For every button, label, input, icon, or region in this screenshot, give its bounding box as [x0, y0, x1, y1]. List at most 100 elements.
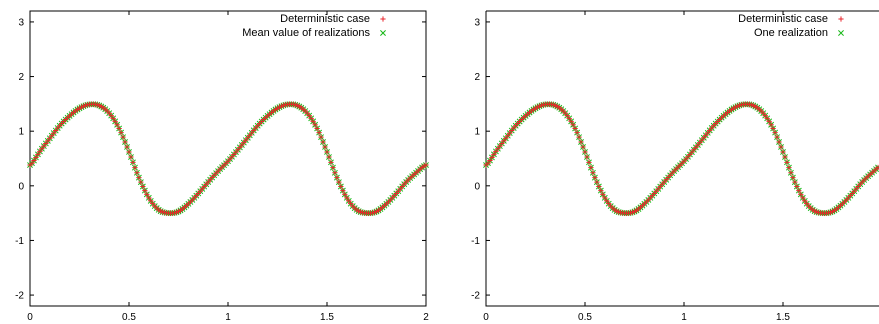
data-point — [130, 159, 136, 165]
data-point — [324, 149, 330, 155]
data-point — [576, 134, 582, 140]
data-point — [497, 143, 503, 149]
data-point — [594, 179, 600, 185]
data-point — [132, 165, 138, 171]
data-point — [140, 183, 146, 190]
data-point — [423, 162, 429, 168]
data-point — [495, 146, 501, 152]
data-point — [566, 115, 572, 121]
legend-marker-plus — [838, 16, 844, 22]
x-tick-label: 0.5 — [122, 312, 136, 323]
data-point — [596, 183, 602, 190]
data-point — [764, 115, 770, 121]
plot-frame-right — [485, 10, 879, 307]
y-tick-label: -1 — [471, 236, 480, 247]
data-point — [792, 179, 798, 185]
y-ticks-right: -2 -1 0 1 2 3 — [471, 17, 490, 302]
data-point — [790, 175, 796, 181]
legend-marker-mean-left — [380, 30, 386, 36]
data-point — [570, 122, 576, 128]
data-point — [499, 140, 505, 147]
data-point — [776, 139, 782, 145]
legend-marker-deterministic-right — [838, 16, 844, 22]
data-point — [487, 157, 493, 164]
data-point — [316, 129, 322, 136]
data-point — [784, 159, 790, 165]
data-point — [318, 134, 324, 140]
chart-left: -2 -1 0 1 2 3 0 0.5 1 1.5 2 Deterministic case Me… — [15, 10, 429, 323]
data-point — [586, 159, 592, 165]
data-point — [768, 122, 774, 128]
data-point — [770, 125, 776, 132]
data-point — [114, 122, 120, 128]
data-point — [332, 170, 338, 176]
data-point — [574, 129, 580, 136]
data-point — [330, 165, 336, 171]
data-point — [766, 118, 772, 124]
data-point — [875, 164, 879, 171]
data-point — [328, 159, 334, 165]
series-realization — [483, 101, 879, 217]
data-point — [322, 144, 328, 150]
data-point — [485, 160, 491, 166]
data-point — [340, 188, 346, 194]
y-tick-label: 2 — [18, 72, 24, 83]
plot-frame-left — [29, 10, 427, 307]
data-point — [505, 133, 511, 139]
data-point — [110, 115, 116, 121]
data-point — [37, 148, 43, 154]
data-point — [112, 118, 118, 124]
series-left — [27, 101, 429, 217]
data-point — [772, 129, 778, 136]
x-tick-label: 1 — [225, 312, 231, 323]
data-point — [128, 154, 134, 160]
x-tick-label: 0 — [483, 312, 489, 323]
data-point — [144, 191, 150, 198]
legend-marker-deterministic-left — [380, 16, 386, 22]
data-point — [588, 165, 594, 171]
y-tick-label: 3 — [474, 17, 480, 28]
data-point — [782, 154, 788, 160]
data-point — [39, 146, 45, 152]
legend-marker-plus — [380, 16, 386, 22]
data-point — [602, 195, 608, 201]
y-tick-label: -2 — [15, 291, 24, 302]
data-point — [344, 195, 350, 201]
data-point — [134, 170, 140, 176]
data-point — [308, 115, 314, 121]
data-point — [788, 170, 794, 176]
data-point — [762, 112, 768, 119]
y-tick-label: 1 — [474, 127, 480, 138]
y-tick-label: 0 — [18, 181, 24, 192]
data-point — [49, 133, 55, 139]
data-point — [338, 183, 344, 190]
data-point — [592, 175, 598, 181]
series-deterministic — [483, 101, 879, 216]
chart-right: -2 -1 0 1 2 3 0 0.5 1 1.5 Deterministic case One… — [471, 10, 879, 323]
series-right — [483, 101, 879, 217]
data-point — [584, 154, 590, 160]
x-tick-label: 1.5 — [776, 312, 790, 323]
legend-entry-realization-right: One realization — [754, 27, 828, 39]
data-point — [346, 198, 352, 204]
data-point — [786, 165, 792, 171]
x-tick-label: 2 — [423, 312, 429, 323]
legend-entry-deterministic-left: Deterministic case — [280, 13, 370, 25]
data-point — [320, 139, 326, 145]
data-point — [306, 112, 312, 119]
data-point — [138, 179, 144, 185]
legend-marker-cross — [838, 30, 844, 36]
data-point — [312, 122, 318, 128]
data-point — [336, 179, 342, 185]
data-point — [598, 188, 604, 194]
x-tick-label: 0 — [27, 312, 33, 323]
x-ticks-left: 0 0.5 1 1.5 2 — [27, 11, 429, 323]
legend-marker-realization-right — [838, 30, 844, 36]
data-point — [142, 188, 148, 194]
legend-left: Deterministic case Mean value of realiza… — [242, 13, 386, 39]
data-point — [120, 134, 126, 140]
data-point — [326, 154, 332, 160]
data-point — [41, 143, 47, 149]
y-tick-label: -2 — [471, 291, 480, 302]
